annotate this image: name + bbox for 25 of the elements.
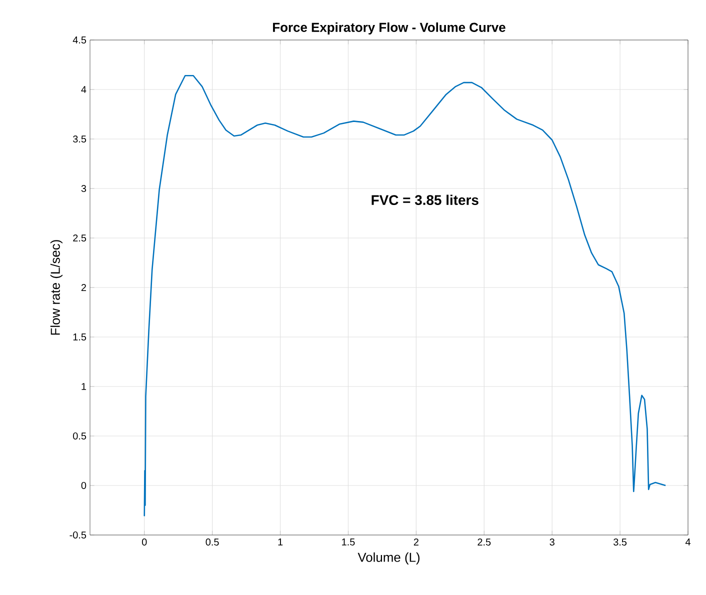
line-series [144,74,666,517]
x-tick-label: 2 [414,538,418,546]
y-tick-label: 4.5 [72,36,86,44]
x-tick-label: 1 [278,538,283,546]
x-axis-title: Volume (L) [358,552,420,564]
chart-title: Force Expiratory Flow - Volume Curve [273,22,506,35]
y-tick-label: 0.5 [73,432,86,440]
y-tick-label: 2.5 [73,234,86,242]
x-tick-label: 0 [142,538,147,546]
x-tick-label: 3.5 [614,538,627,546]
x-tick-label: 1.5 [342,538,355,546]
x-tick-label: 4 [685,538,690,546]
x-tick-label: 0.5 [206,538,219,546]
y-tick-label: 3.5 [73,135,86,143]
y-tick-label: 3 [81,184,86,192]
y-tick-label: 0 [81,482,86,490]
y-tick-label: 1.5 [73,334,86,340]
x-tick-label: 3 [550,538,554,546]
y-tick-label: -0.5 [70,531,86,539]
x-tick-label: 2.5 [478,538,491,546]
y-tick-label: 4 [81,86,86,93]
y-tick-label: 1 [82,383,86,390]
y-tick-label: 2 [81,284,86,291]
annotation: FVC = 3.85 liters [372,194,478,206]
y-axis-title: Flow rate (L/sec) [50,240,62,335]
